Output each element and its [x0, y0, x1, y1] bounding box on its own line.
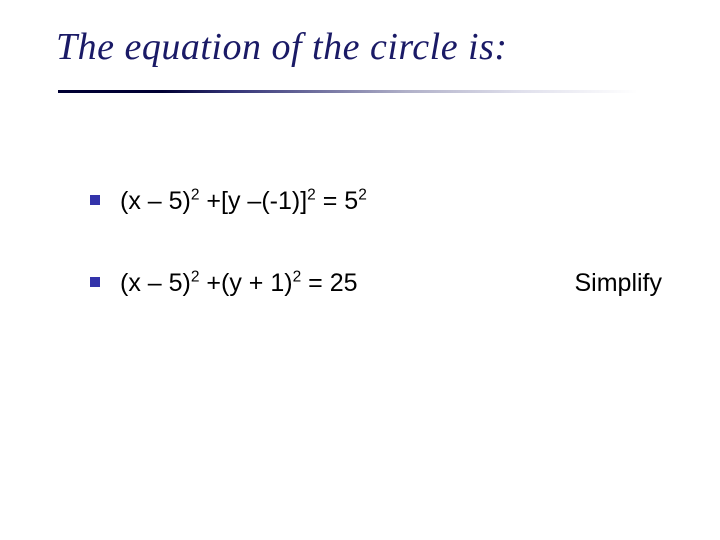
- note-text: Simplify: [574, 267, 664, 301]
- formula-part: (x – 5): [120, 269, 191, 297]
- slide-container: The equation of the circle is: (x – 5)2 …: [0, 0, 720, 540]
- title-divider: [58, 90, 638, 94]
- formula-exponent: 2: [307, 187, 316, 204]
- bullet-icon: [90, 195, 100, 205]
- item-row: (x – 5)2 +(y + 1)2 = 25 Simplify: [120, 267, 664, 301]
- formula-part: = 5: [316, 187, 358, 215]
- formula-text: (x – 5)2 +(y + 1)2 = 25: [120, 267, 358, 301]
- formula-part: = 25: [301, 269, 357, 297]
- formula-exponent: 2: [358, 187, 367, 204]
- bullet-icon: [90, 277, 100, 287]
- formula-part: (x – 5): [120, 187, 191, 215]
- formula-exponent: 2: [293, 268, 302, 285]
- slide-title: The equation of the circle is:: [56, 24, 664, 72]
- formula-part: +(y + 1): [199, 269, 292, 297]
- content-area: (x – 5)2 +[y –(-1)]2 = 52 (x – 5)2 +(y +…: [56, 185, 664, 301]
- item-row: (x – 5)2 +[y –(-1)]2 = 52: [120, 185, 664, 219]
- list-item: (x – 5)2 +(y + 1)2 = 25 Simplify: [90, 267, 664, 301]
- list-item: (x – 5)2 +[y –(-1)]2 = 52: [90, 185, 664, 219]
- formula-text: (x – 5)2 +[y –(-1)]2 = 52: [120, 185, 367, 219]
- formula-part: +[y –(-1)]: [199, 187, 307, 215]
